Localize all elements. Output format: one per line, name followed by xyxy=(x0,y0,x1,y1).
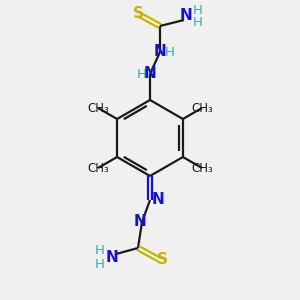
Text: CH₃: CH₃ xyxy=(191,161,213,175)
Text: N: N xyxy=(134,214,146,230)
Text: S: S xyxy=(133,7,143,22)
Text: H: H xyxy=(165,46,175,59)
Text: S: S xyxy=(157,253,167,268)
Text: CH₃: CH₃ xyxy=(87,101,109,115)
Text: H: H xyxy=(137,68,147,80)
Text: N: N xyxy=(180,8,192,23)
Text: N: N xyxy=(154,44,166,59)
Text: N: N xyxy=(152,193,164,208)
Text: H: H xyxy=(95,244,105,256)
Text: H: H xyxy=(193,4,203,16)
Text: CH₃: CH₃ xyxy=(87,161,109,175)
Text: N: N xyxy=(144,67,156,82)
Text: H: H xyxy=(95,257,105,271)
Text: H: H xyxy=(193,16,203,29)
Text: N: N xyxy=(106,250,118,266)
Text: CH₃: CH₃ xyxy=(191,101,213,115)
